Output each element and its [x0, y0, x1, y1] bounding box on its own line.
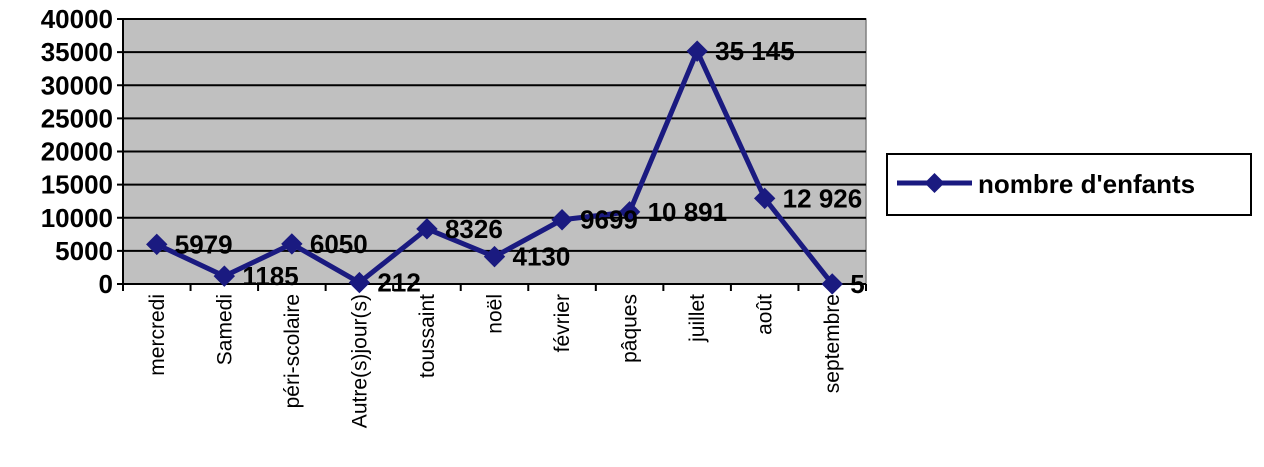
data-label: 5979: [175, 229, 233, 259]
x-tick-label: mercredi: [146, 294, 169, 376]
data-point-marker: [753, 187, 776, 210]
data-point-marker: [483, 245, 506, 268]
y-tick-label: 25000: [41, 103, 113, 133]
x-tick-label: péri-scolaire: [281, 294, 304, 408]
data-label: 1185: [242, 261, 298, 291]
y-tick-label: 20000: [41, 137, 113, 167]
data-point-marker: [618, 201, 641, 223]
y-tick-label: 10000: [41, 203, 113, 233]
data-label: 6050: [310, 229, 368, 259]
data-label: 8326: [445, 214, 503, 244]
y-tick-label: 15000: [41, 170, 113, 200]
data-point-marker: [686, 40, 708, 62]
data-label: 4130: [513, 242, 571, 272]
y-tick-label: 5000: [55, 236, 113, 266]
data-label: 5: [850, 269, 864, 299]
x-tick-label: toussaint: [416, 294, 439, 378]
data-point-marker: [821, 273, 843, 295]
x-tick-label: février: [551, 294, 574, 352]
data-point-marker: [416, 218, 438, 240]
x-axis: mercredi Samedi péri-scolaire Autre(s)jour(…: [122, 283, 867, 428]
legend: nombre d'enfants: [886, 153, 1252, 216]
data-label: 9699: [580, 205, 638, 235]
data-label: 212: [377, 268, 420, 298]
y-tick-label: 40000: [41, 4, 113, 34]
x-tick-label: septembre: [821, 294, 844, 393]
data-point-marker: [146, 233, 168, 256]
x-tick-label: noël: [484, 294, 507, 334]
x-tick-label: juillet: [686, 294, 709, 343]
y-tick-label: 0: [99, 269, 113, 299]
legend-diamond-marker: [924, 173, 945, 193]
x-tick-label: août: [754, 294, 777, 335]
data-label: 12 926: [783, 183, 863, 213]
x-tick-label: Autre(s)jour(s): [348, 294, 371, 428]
legend-label: nombre d'enfants: [978, 169, 1195, 199]
x-tick-label: Samedi: [213, 294, 236, 365]
y-tick-label: 30000: [41, 70, 113, 100]
data-label: 10 891: [648, 197, 728, 227]
data-point-marker: [281, 233, 303, 255]
data-labels: 5979 1185 6050 212 8326 4130 9699 10 891 35 145 1…: [175, 36, 865, 299]
data-point-marker: [551, 209, 573, 231]
series-layer: [146, 40, 843, 295]
data-point-marker: [348, 271, 371, 294]
data-label: 35 145: [715, 36, 795, 66]
gridlines: [123, 18, 866, 252]
data-point-marker: [213, 265, 236, 287]
y-tick-label: 35000: [41, 37, 113, 67]
x-tick-label: pâques: [619, 294, 642, 363]
